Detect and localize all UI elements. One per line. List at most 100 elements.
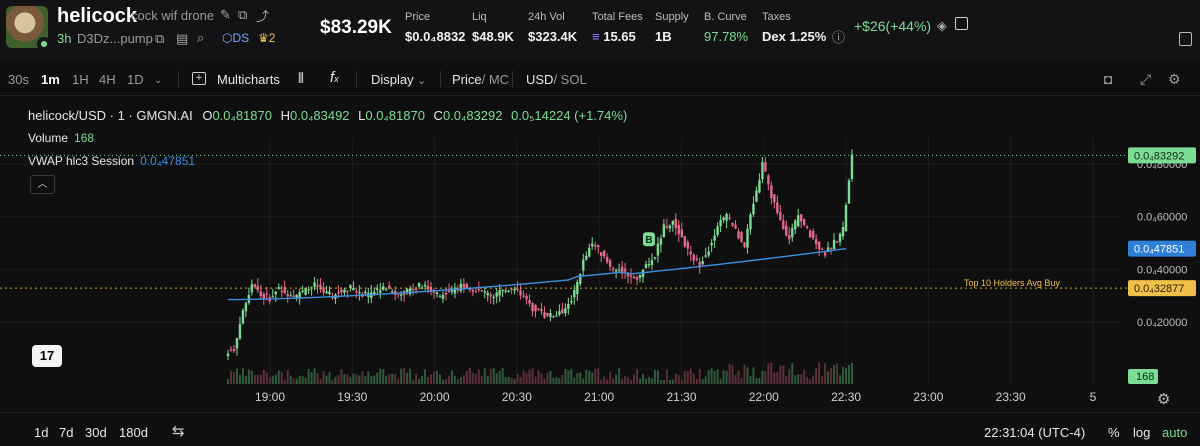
volume-bar bbox=[304, 377, 307, 384]
candle-body bbox=[489, 294, 492, 297]
ohlc-legend: helicock/USD · 1 · GMGN.AI O0.0₄81870 H0… bbox=[28, 108, 628, 123]
copy-icon[interactable]: ⧉ bbox=[238, 7, 248, 22]
chevron-down-icon[interactable]: ⌄ bbox=[417, 75, 427, 87]
volume-bar bbox=[644, 378, 647, 384]
candle-body bbox=[776, 202, 779, 213]
date-range-icon[interactable]: ⇆ bbox=[172, 423, 185, 440]
usd-sol-toggle[interactable]: USD/ SOL bbox=[526, 72, 587, 87]
candle-body bbox=[253, 284, 257, 288]
volume-bar bbox=[591, 372, 594, 384]
axis-settings-icon[interactable]: ⚙ bbox=[1157, 391, 1171, 408]
top-holders-badge[interactable]: ♛2 bbox=[258, 31, 276, 45]
candle-body bbox=[614, 270, 618, 272]
volume-bar bbox=[779, 365, 782, 384]
volume-bar bbox=[495, 373, 498, 384]
legend-symbol: helicock/USD · 1 · GMGN.AI bbox=[28, 108, 193, 123]
range-7d[interactable]: 7d bbox=[59, 425, 74, 440]
chevron-down-icon[interactable]: ⌄ bbox=[154, 75, 163, 86]
interval-1h[interactable]: 1H bbox=[72, 72, 89, 87]
candle-body bbox=[779, 212, 782, 221]
volume-bar bbox=[636, 368, 639, 384]
volume-bar bbox=[794, 375, 797, 384]
candle-type-icon[interactable]: ⫴ bbox=[298, 70, 304, 86]
candle-body bbox=[510, 288, 513, 290]
candle-body bbox=[399, 294, 403, 296]
search-icon[interactable]: ⌕ bbox=[197, 30, 205, 45]
volume-bar bbox=[313, 368, 316, 384]
indicators-icon[interactable]: fx bbox=[330, 69, 339, 86]
add-icon[interactable]: + bbox=[192, 72, 206, 85]
range-1d[interactable]: 1d bbox=[34, 425, 49, 440]
candle-body bbox=[677, 224, 681, 235]
collapse-legend-button[interactable]: ︿ bbox=[30, 175, 55, 194]
multicharts-button[interactable]: Multicharts bbox=[217, 72, 280, 87]
copy-icon-right[interactable] bbox=[1179, 32, 1192, 46]
interval-30s[interactable]: 30s bbox=[8, 72, 29, 87]
volume-bar bbox=[229, 370, 232, 384]
share-icon[interactable]: ⤴ bbox=[256, 9, 270, 24]
dexscreener-link[interactable]: ⬡DS bbox=[222, 31, 250, 45]
price-chart[interactable]: 0.0₄80000 0.0₄60000 0.0₄40000 0.0₄20000 19:0… bbox=[0, 98, 1200, 410]
range-180d[interactable]: 180d bbox=[119, 425, 148, 440]
eye-icon[interactable]: ◈ bbox=[937, 18, 947, 33]
copy-address-icon[interactable]: ⧉ bbox=[155, 31, 165, 46]
volume-bar bbox=[707, 370, 710, 384]
candle-body bbox=[605, 257, 609, 263]
candle-body bbox=[271, 296, 274, 298]
auto-scale-toggle[interactable]: auto bbox=[1162, 425, 1188, 440]
interval-1m[interactable]: 1m bbox=[41, 72, 60, 87]
candle-body bbox=[713, 235, 716, 241]
external-link-icon[interactable] bbox=[955, 17, 968, 30]
tradingview-logo[interactable]: 17 bbox=[32, 345, 62, 367]
candle-body bbox=[832, 239, 836, 250]
candle-body bbox=[817, 241, 821, 250]
volume-bar bbox=[259, 374, 262, 384]
interval-1d[interactable]: 1D bbox=[127, 72, 144, 87]
token-avatar[interactable] bbox=[6, 6, 51, 51]
volume-bar bbox=[653, 369, 656, 384]
range-30d[interactable]: 30d bbox=[85, 425, 107, 440]
fullscreen-icon[interactable]: ⤢ bbox=[1140, 71, 1152, 87]
volume-bar bbox=[746, 367, 749, 384]
volume-bar bbox=[833, 364, 836, 384]
candle-body bbox=[256, 285, 260, 291]
volume-bar bbox=[355, 374, 358, 384]
token-address[interactable]: D3Dz...pump bbox=[77, 31, 153, 46]
log-toggle[interactable]: log bbox=[1133, 425, 1151, 440]
price-mc-toggle[interactable]: Price/ MC bbox=[452, 72, 510, 87]
volume-bar bbox=[301, 375, 304, 384]
candle-body bbox=[576, 281, 579, 295]
volume-bar bbox=[492, 368, 495, 384]
token-name: helicock bbox=[57, 5, 138, 27]
chat-icon[interactable]: ▤ bbox=[176, 31, 189, 46]
camera-icon[interactable]: ◘ bbox=[1104, 71, 1113, 87]
display-button[interactable]: Display bbox=[371, 72, 414, 87]
candle-body bbox=[761, 162, 764, 180]
vwap-legend[interactable]: VWAP hlc3 Session 0.0₄47851 bbox=[28, 154, 196, 168]
candle-body bbox=[686, 242, 689, 249]
chart-canvas[interactable]: 0.0₄800000.0₄600000.0₄400000.0₄2000019:0… bbox=[0, 98, 1200, 410]
candle-body bbox=[579, 274, 582, 284]
volume-bar bbox=[289, 375, 292, 384]
candle-body bbox=[301, 290, 304, 292]
candle-body bbox=[483, 291, 486, 293]
volume-legend[interactable]: Volume 168 bbox=[28, 131, 95, 145]
interval-4h[interactable]: 4H bbox=[99, 72, 116, 87]
volume-bar bbox=[325, 375, 328, 384]
volume-bar bbox=[534, 376, 537, 384]
vwap-tag bbox=[1128, 240, 1196, 257]
buy-marker[interactable] bbox=[642, 232, 655, 247]
volume-bar bbox=[447, 376, 450, 384]
candle-body bbox=[725, 213, 728, 221]
edit-icon[interactable]: ✎ bbox=[220, 7, 231, 22]
volume-bar bbox=[453, 375, 456, 384]
settings-icon[interactable]: ⚙ bbox=[1168, 71, 1181, 87]
volume-bar bbox=[322, 370, 325, 384]
info-icon[interactable]: ⓘ bbox=[832, 30, 846, 45]
volume-bar bbox=[594, 368, 597, 384]
candle-body bbox=[767, 175, 770, 185]
volume-bar bbox=[525, 373, 528, 384]
y-tick-label: 0.0₄60000 bbox=[1137, 212, 1187, 224]
percent-toggle[interactable]: % bbox=[1108, 425, 1120, 440]
candle-body bbox=[746, 228, 749, 248]
